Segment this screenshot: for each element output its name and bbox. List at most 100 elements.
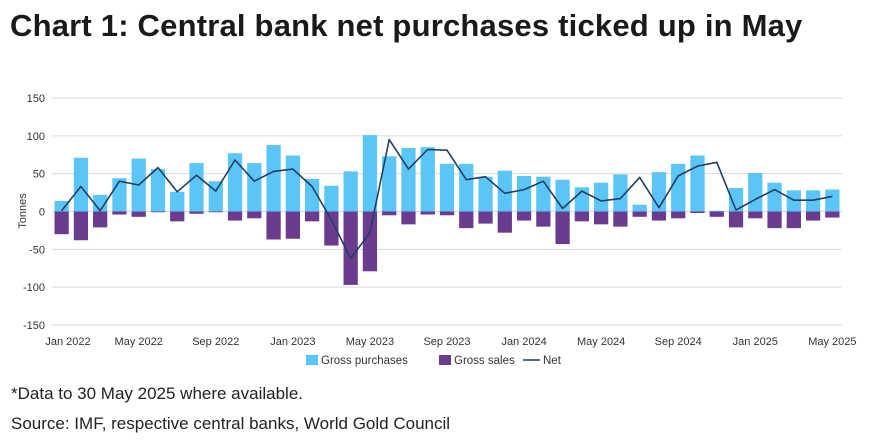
- y-tick-label: -50: [29, 244, 45, 256]
- bar-gross-sales: [131, 211, 146, 217]
- bar-gross-purchases: [208, 181, 223, 212]
- bar-gross-sales: [247, 211, 262, 219]
- bar-gross-sales: [786, 211, 801, 229]
- bar-gross-sales: [439, 211, 455, 216]
- x-tick-label: Sep 2022: [192, 336, 239, 348]
- legend-label-net: Net: [543, 355, 562, 367]
- legend-swatch-gross-sales: [439, 355, 451, 365]
- bar-gross-purchases: [439, 163, 455, 212]
- bar-gross-sales: [382, 211, 397, 216]
- bar-gross-sales: [805, 211, 821, 221]
- bar-gross-sales: [227, 211, 243, 221]
- bar-gross-purchases: [478, 176, 493, 212]
- bar-gross-sales: [170, 211, 185, 222]
- bar-gross-sales: [709, 211, 724, 217]
- net-line-series: [60, 138, 833, 260]
- bar-gross-sales: [536, 211, 551, 227]
- bar-gross-purchases: [324, 185, 339, 212]
- bar-gross-purchases: [73, 157, 89, 212]
- x-tick-label: May 2023: [346, 336, 394, 348]
- bar-gross-sales: [825, 211, 840, 218]
- bar-gross-sales: [73, 211, 89, 241]
- bar-gross-purchases: [825, 189, 840, 212]
- bar-gross-purchases: [748, 172, 763, 212]
- bar-gross-purchases: [516, 175, 532, 212]
- bar-gross-sales: [555, 211, 570, 245]
- x-tick-label: May 2024: [577, 336, 625, 348]
- bar-gross-sales: [671, 211, 686, 219]
- bar-gross-sales: [516, 211, 532, 221]
- legend-swatch-gross-purchases: [306, 355, 318, 365]
- bar-gross-sales: [613, 211, 628, 227]
- footnote-source: Source: IMF, respective central banks, W…: [11, 414, 451, 433]
- x-axis-ticks: Jan 2022 May 2022 Sep 2022 Jan 2023 May 2023…: [45, 336, 856, 348]
- bar-gross-sales: [324, 211, 339, 246]
- bar-gross-purchases: [189, 163, 204, 212]
- x-tick-label: Jan 2023: [270, 336, 315, 348]
- bar-gross-purchases: [671, 163, 686, 212]
- bar-series: [54, 135, 840, 285]
- bar-gross-purchases: [54, 200, 69, 212]
- bar-gross-sales: [304, 211, 320, 222]
- bar-gross-purchases: [613, 174, 628, 212]
- x-tick-label: May 2022: [115, 336, 163, 348]
- bar-gross-sales: [420, 211, 435, 215]
- bar-gross-purchases: [150, 169, 166, 212]
- net-line: [60, 138, 833, 260]
- bar-gross-purchases: [767, 182, 782, 212]
- bar-gross-purchases: [690, 155, 705, 212]
- bar-gross-sales: [459, 211, 474, 229]
- bar-gross-sales: [728, 211, 744, 228]
- bar-gross-purchases: [632, 204, 647, 212]
- bar-gross-sales: [478, 211, 493, 224]
- bar-gross-purchases: [382, 156, 397, 212]
- x-tick-label: Jan 2025: [733, 336, 778, 348]
- x-tick-label: Sep 2024: [655, 336, 702, 348]
- y-tick-label: 100: [27, 131, 45, 143]
- bar-gross-sales: [632, 211, 647, 217]
- y-tick-label: 0: [39, 207, 45, 219]
- bar-gross-sales: [266, 211, 281, 240]
- y-axis-ticks: 150 100 50 0 -50 -100 -150: [23, 93, 45, 332]
- y-tick-label: 150: [27, 93, 45, 105]
- bar-gross-purchases: [555, 179, 570, 212]
- y-axis-label: Tonnes: [17, 193, 29, 229]
- bar-gross-purchases: [497, 170, 512, 212]
- chart-title: Chart 1: Central bank net purchases tick…: [10, 8, 803, 43]
- bar-gross-sales: [401, 211, 416, 225]
- bar-gross-sales: [285, 211, 300, 239]
- bar-gross-purchases: [594, 182, 609, 212]
- y-tick-label: 50: [33, 169, 45, 181]
- bar-gross-purchases: [728, 188, 744, 212]
- bar-gross-sales: [112, 211, 127, 215]
- bar-gross-purchases: [285, 155, 300, 212]
- y-tick-label: -100: [23, 282, 45, 294]
- chart-canvas: Tonnes 150 100 50 0 -50 -100 -150 Jan 2022 May …: [17, 93, 857, 367]
- footnote-data-note: *Data to 30 May 2025 where available.: [11, 384, 304, 403]
- bar-gross-purchases: [420, 147, 435, 212]
- bar-gross-purchases: [247, 163, 262, 212]
- bar-gross-purchases: [343, 171, 358, 212]
- x-tick-label: Jan 2022: [45, 336, 90, 348]
- bar-gross-sales: [497, 211, 512, 233]
- x-tick-label: May 2025: [808, 336, 856, 348]
- bar-gross-sales: [208, 211, 223, 213]
- bar-gross-sales: [54, 211, 69, 235]
- bar-gross-sales: [690, 211, 705, 214]
- legend-label-gross-sales: Gross sales: [454, 355, 515, 367]
- bar-gross-purchases: [112, 178, 127, 212]
- bar-gross-purchases: [266, 144, 281, 212]
- bar-gross-purchases: [401, 147, 416, 212]
- x-tick-label: Jan 2024: [501, 336, 546, 348]
- bar-gross-sales: [343, 211, 358, 285]
- bar-gross-sales: [594, 211, 609, 225]
- bar-gross-sales: [574, 211, 590, 222]
- bar-gross-purchases: [304, 178, 320, 212]
- bar-gross-purchases: [709, 210, 724, 212]
- bar-gross-sales: [189, 211, 204, 214]
- bar-gross-purchases: [651, 172, 667, 212]
- bar-gross-sales: [748, 211, 763, 219]
- bar-gross-sales: [93, 211, 108, 228]
- legend: Gross purchases Gross sales Net: [306, 355, 562, 367]
- bar-gross-sales: [362, 211, 378, 272]
